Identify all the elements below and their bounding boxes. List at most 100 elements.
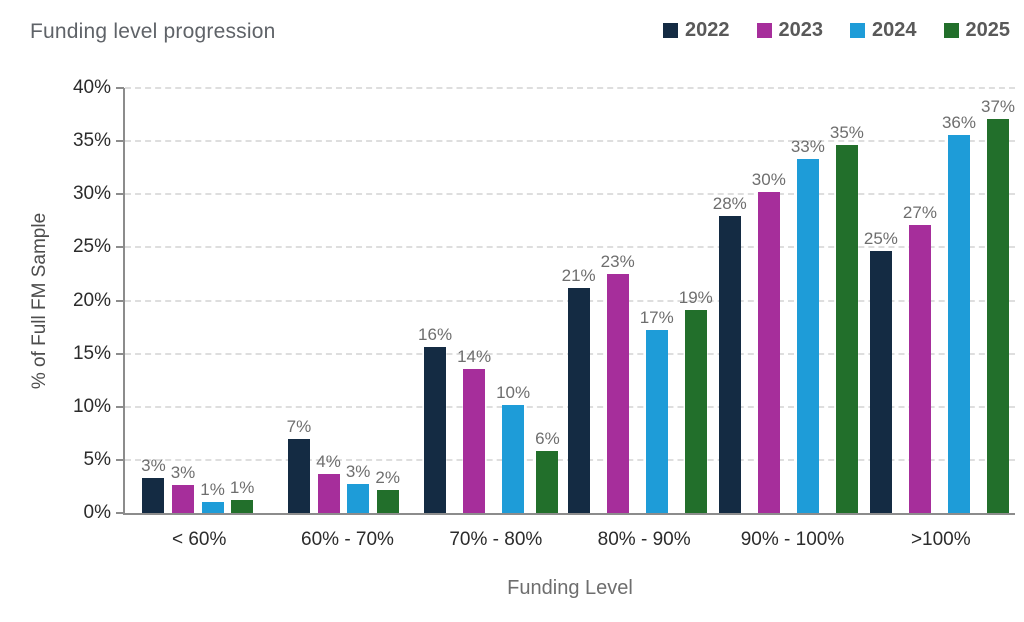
x-tick-label: 70% - 80% — [449, 529, 543, 550]
bar-2024-90% - 100%[interactable] — [796, 159, 819, 513]
bar-2022->100%[interactable] — [869, 250, 892, 513]
y-tick-mark — [116, 193, 124, 196]
bar-slot-2024: 17% — [640, 88, 674, 513]
y-tick-mark — [116, 140, 124, 143]
bar-slot-2022: 3% — [141, 88, 166, 513]
bar-2024-80% - 90%[interactable] — [645, 330, 668, 513]
bar-2023->100%[interactable] — [908, 225, 931, 513]
legend-label: 2023 — [778, 19, 824, 41]
data-label: 3% — [141, 455, 166, 475]
data-label: 7% — [286, 416, 312, 436]
data-label: 27% — [902, 203, 937, 223]
data-label: 14% — [457, 346, 492, 366]
legend-item-2024[interactable]: 2024 — [850, 19, 917, 42]
x-tick-label: 60% - 70% — [301, 529, 394, 550]
data-label: 17% — [639, 308, 674, 328]
legend-label: 2022 — [685, 19, 730, 41]
data-label: 6% — [535, 429, 560, 449]
legend-item-2025[interactable]: 2025 — [943, 19, 1011, 42]
bar-slot-2023: 30% — [752, 88, 786, 513]
bar-2022-80% - 90%[interactable] — [567, 287, 590, 513]
bar-2024-60% - 70%[interactable] — [347, 484, 370, 513]
bar-slot-2023: 4% — [316, 88, 341, 513]
data-label: 35% — [829, 123, 864, 143]
legend-label: 2024 — [872, 19, 917, 41]
y-tick-label: 0% — [83, 502, 111, 523]
bar-2024-< 60%[interactable] — [201, 502, 224, 513]
x-tick-label: 90% - 100% — [740, 529, 845, 550]
bar-group-80% - 90%: 21% 23% 17% 19% — [562, 88, 713, 513]
bar-group-< 60%: 3% 3% 1% 1% — [125, 88, 271, 513]
bar-2022-< 60%[interactable] — [142, 477, 165, 513]
bar-groups: 3% 3% 1% 1% 7% 4% 3% 2% 16% 14% 10% 6% 21% 23% 17% 19% 2… — [125, 88, 1015, 513]
data-label: 28% — [712, 193, 747, 213]
bar-2022-90% - 100%[interactable] — [718, 215, 741, 513]
legend-item-2022[interactable]: 2022 — [663, 19, 730, 42]
bar-slot-2022: 21% — [562, 88, 596, 513]
bar-2025-70% - 80%[interactable] — [536, 451, 559, 513]
y-tick-label: 30% — [72, 183, 111, 205]
y-tick-mark — [116, 87, 124, 89]
data-label: 19% — [678, 288, 713, 308]
x-axis-labels: < 60% 60% - 70% 70% - 80% 80% - 90% 90% - 10… — [125, 529, 1015, 551]
y-tick-mark — [116, 299, 124, 302]
legend-swatch-icon — [943, 23, 959, 38]
y-tick-mark — [116, 246, 124, 249]
bar-slot-2024: 3% — [345, 88, 371, 513]
data-label: 1% — [229, 478, 255, 498]
bar-slot-2022: 16% — [418, 88, 452, 513]
data-label: 1% — [200, 480, 225, 500]
data-label: 2% — [375, 467, 400, 487]
data-label: 25% — [863, 228, 898, 248]
bar-slot-2024: 33% — [791, 88, 825, 513]
bar-slot-2025: 37% — [981, 88, 1015, 513]
y-tick-mark — [116, 458, 124, 461]
bar-slot-2025: 1% — [229, 88, 255, 513]
legend-item-2023[interactable]: 2023 — [756, 19, 824, 42]
bar-2023-60% - 70%[interactable] — [317, 473, 340, 513]
y-tick-mark — [116, 352, 124, 355]
bar-2022-60% - 70%[interactable] — [287, 438, 310, 513]
bar-2025->100%[interactable] — [987, 118, 1009, 513]
data-label: 4% — [316, 451, 341, 471]
bar-2022-70% - 80%[interactable] — [424, 347, 447, 513]
data-label: 3% — [345, 462, 371, 482]
bar-slot-2023: 23% — [601, 88, 635, 513]
gridline-30% — [125, 193, 1015, 196]
bar-slot-2022: 25% — [864, 88, 898, 513]
bar-slot-2022: 28% — [713, 88, 747, 513]
bar-2025-80% - 90%[interactable] — [684, 310, 707, 513]
bar-2023-< 60%[interactable] — [171, 485, 194, 513]
gridline-40% — [125, 87, 1015, 89]
data-label: 36% — [941, 112, 976, 132]
bar-group-90% - 100%: 28% 30% 33% 35% — [713, 88, 864, 513]
legend: 2022 2023 2024 2025 — [663, 19, 1010, 42]
legend-label: 2025 — [965, 19, 1011, 41]
bar-2024-70% - 80%[interactable] — [502, 404, 525, 513]
y-tick-label: 15% — [72, 342, 111, 364]
x-axis-title: Funding Level — [507, 577, 633, 599]
y-tick-label: 5% — [83, 448, 111, 470]
gridline-35% — [125, 140, 1015, 143]
bar-slot-2024: 10% — [496, 88, 530, 513]
bar-2025-90% - 100%[interactable] — [835, 145, 858, 513]
bar-slot-2025: 2% — [375, 88, 400, 513]
legend-swatch-icon — [756, 23, 772, 38]
y-axis-title: % of Full FM Sample — [29, 212, 50, 389]
legend-swatch-icon — [663, 23, 678, 38]
data-label: 30% — [751, 170, 786, 190]
bar-slot-2024: 36% — [942, 88, 976, 513]
bar-2024->100%[interactable] — [947, 134, 970, 513]
bar-2023-90% - 100%[interactable] — [757, 192, 780, 513]
bar-slot-2023: 27% — [903, 88, 937, 513]
bar-2025-< 60%[interactable] — [231, 500, 254, 513]
y-tick-label: 35% — [72, 130, 111, 152]
bar-slot-2022: 7% — [286, 88, 312, 513]
y-tick-mark — [116, 405, 124, 408]
x-tick-label: >100% — [910, 529, 971, 550]
gridline-25% — [125, 246, 1015, 249]
bar-2023-70% - 80%[interactable] — [463, 368, 486, 513]
bar-2025-60% - 70%[interactable] — [376, 489, 399, 513]
chart-title: Funding level progression — [30, 20, 276, 43]
bar-2023-80% - 90%[interactable] — [606, 273, 629, 513]
